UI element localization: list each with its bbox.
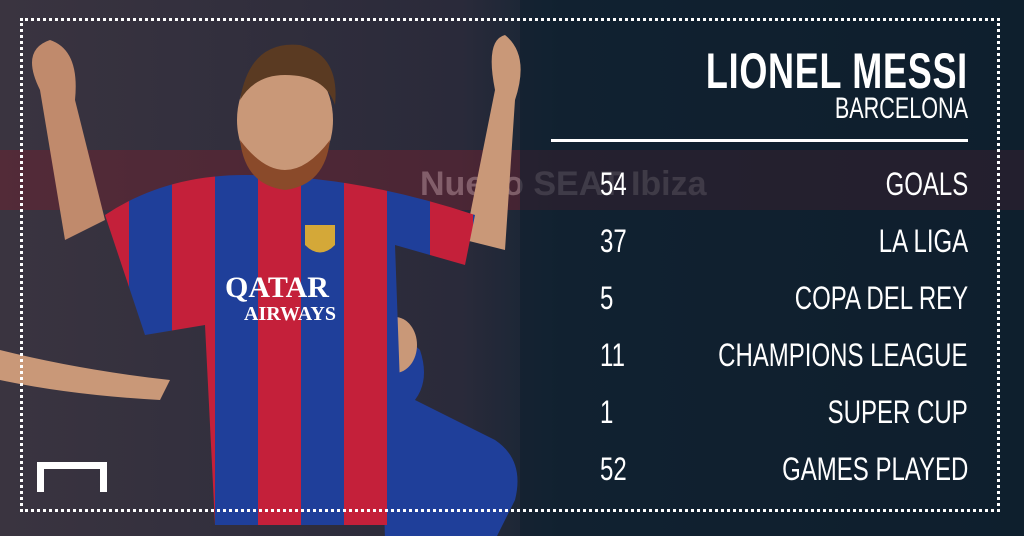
player-name: LIONEL MESSI: [705, 43, 968, 99]
goal-logo-icon: [37, 462, 107, 492]
stat-value: 5: [600, 280, 614, 316]
stat-value: 37: [600, 223, 627, 259]
sponsor-line2: AIRWAYS: [244, 303, 336, 325]
stat-label: COPA DEL REY: [794, 280, 968, 316]
stat-label: SUPER CUP: [827, 394, 968, 430]
stat-label: CHAMPIONS LEAGUE: [718, 337, 968, 373]
stat-label: GAMES PLAYED: [781, 451, 968, 487]
divider: [551, 139, 968, 142]
stat-label: LA LIGA: [878, 223, 968, 259]
player-club: BARCELONA: [834, 92, 968, 125]
dotted-frame: [20, 18, 1000, 512]
stat-label: GOALS: [885, 166, 968, 202]
club-crest-icon: [305, 225, 335, 253]
stat-value: 52: [600, 451, 627, 487]
stat-value: 1: [600, 394, 614, 430]
sponsor-line1: QATAR: [225, 271, 329, 304]
stat-value: 54: [600, 166, 627, 202]
stat-value: 11: [600, 337, 625, 373]
